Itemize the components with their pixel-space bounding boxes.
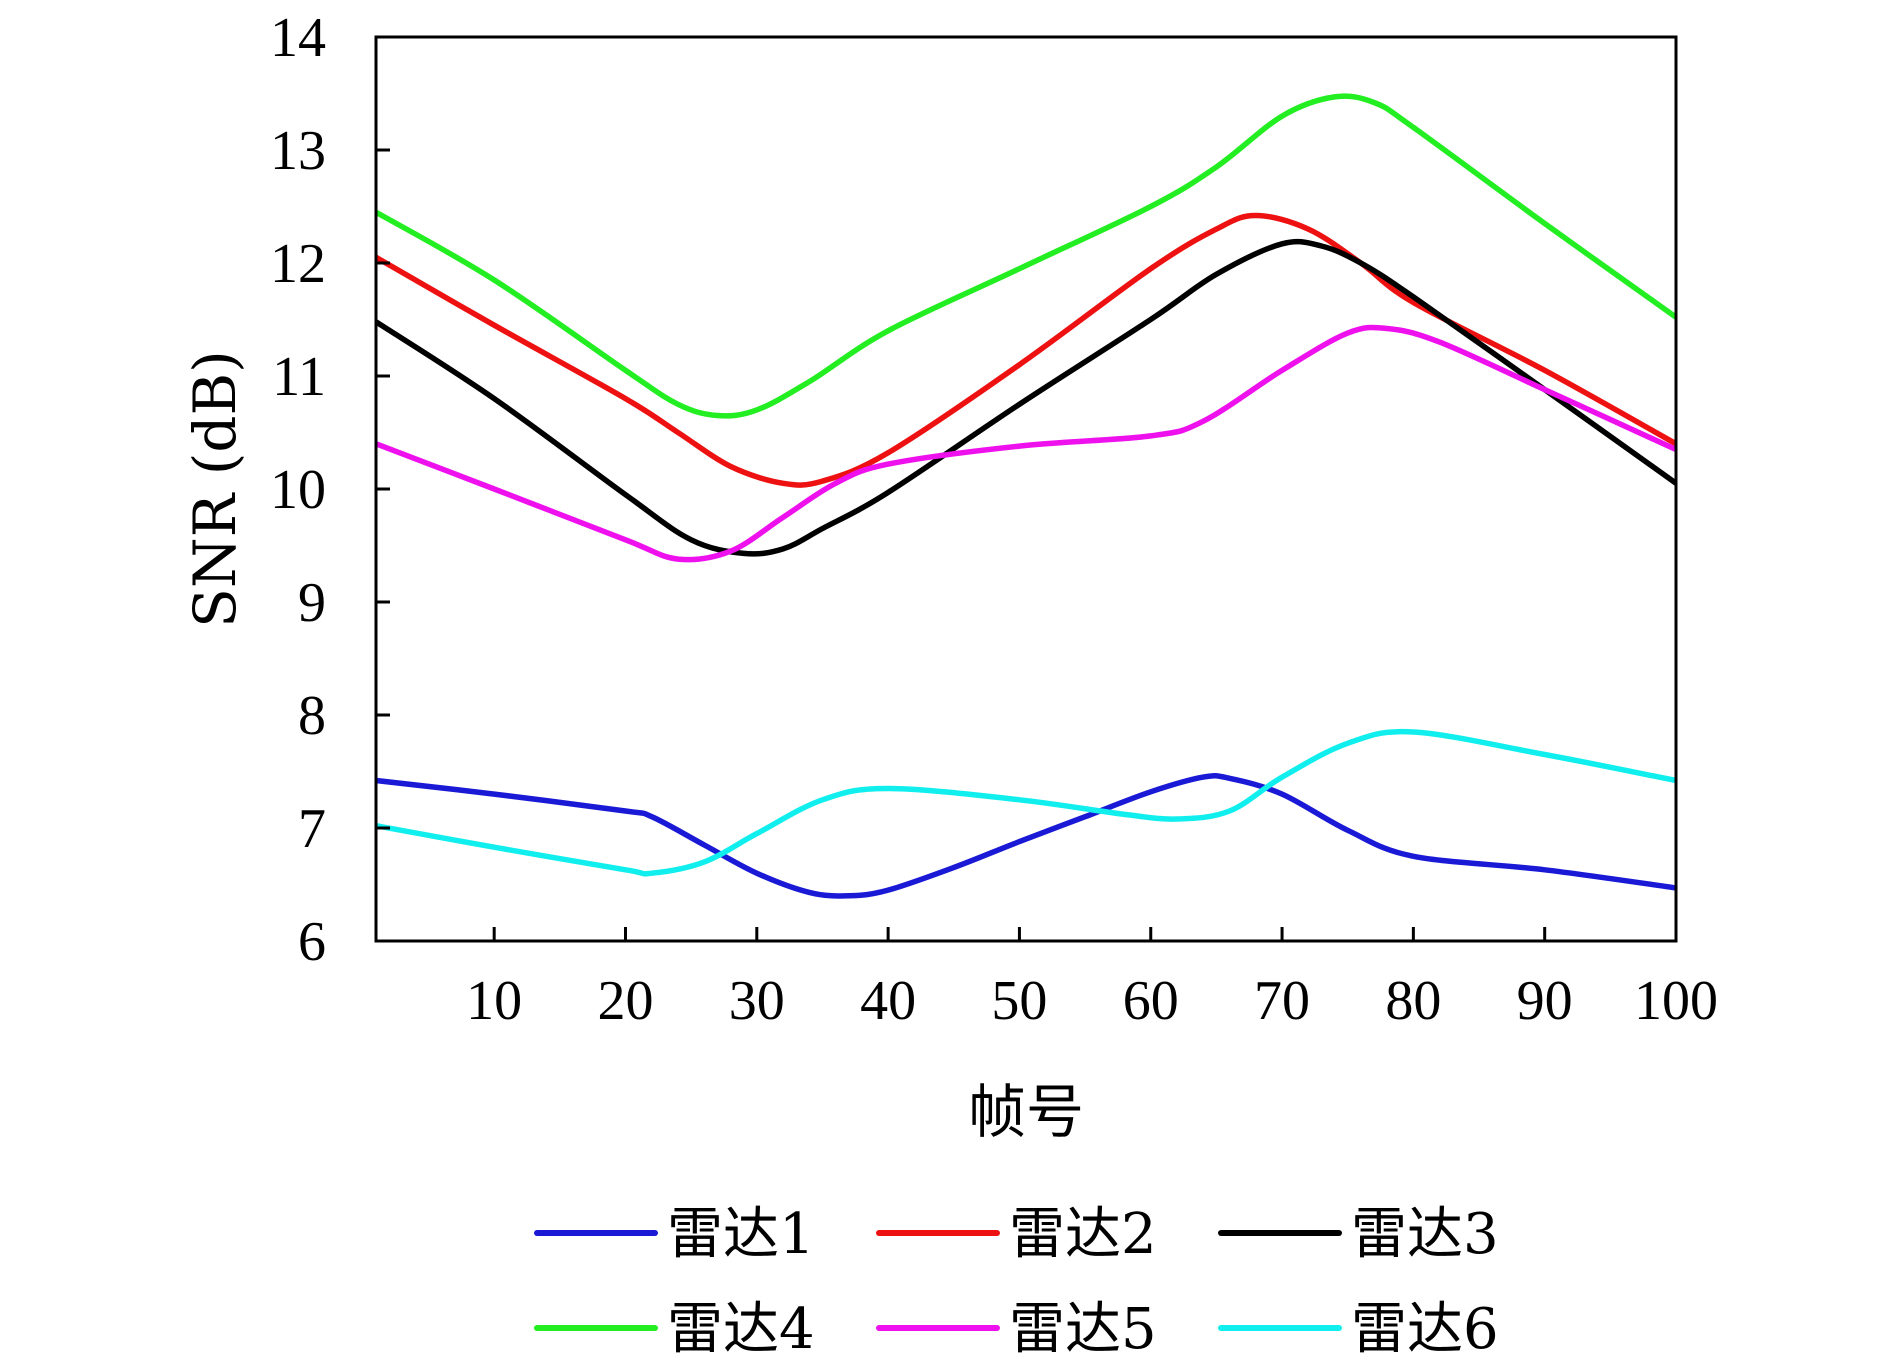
axis-tick-labels: 10 20 30 40 50 60 70 80 90 100 6 7 8 9 10 11 12 13 14 bbox=[270, 7, 1718, 1032]
legend-item-6: 雷达6 bbox=[1218, 1297, 1499, 1362]
y-tick-label: 9 bbox=[298, 572, 326, 634]
x-axis-title: 帧号 bbox=[968, 1078, 1084, 1146]
series-line-1 bbox=[376, 773, 1676, 899]
legend-label: 雷达1 bbox=[667, 1202, 815, 1267]
y-tick-label: 14 bbox=[270, 7, 326, 69]
x-tick-label: 40 bbox=[860, 970, 916, 1032]
legend-item-3: 雷达3 bbox=[1218, 1202, 1499, 1267]
x-tick-label: 90 bbox=[1517, 970, 1573, 1032]
x-tick-label: 100 bbox=[1634, 970, 1718, 1032]
y-tick-label: 7 bbox=[298, 798, 326, 860]
x-tick-label: 60 bbox=[1123, 970, 1179, 1032]
x-tick-label: 10 bbox=[466, 970, 522, 1032]
y-axis-title: SNR (dB) bbox=[181, 350, 249, 628]
series-line-4 bbox=[376, 93, 1676, 419]
x-tick-label: 30 bbox=[729, 970, 785, 1032]
legend-label: 雷达4 bbox=[667, 1297, 815, 1362]
y-tick-label: 11 bbox=[272, 346, 326, 408]
legend: 雷达1 雷达2 雷达3 雷达4 雷达5 雷达6 bbox=[534, 1202, 1499, 1362]
x-tick-label: 70 bbox=[1254, 970, 1310, 1032]
y-tick-label: 10 bbox=[270, 459, 326, 521]
axis-ticks bbox=[376, 148, 1678, 941]
series-line-3 bbox=[376, 238, 1676, 557]
y-tick-label: 13 bbox=[270, 120, 326, 182]
legend-item-2: 雷达2 bbox=[876, 1202, 1157, 1267]
series-line-6 bbox=[376, 728, 1676, 877]
series-layer bbox=[376, 93, 1676, 899]
series-line-2 bbox=[376, 212, 1676, 488]
legend-item-1: 雷达1 bbox=[534, 1202, 815, 1267]
legend-label: 雷达3 bbox=[1351, 1202, 1499, 1267]
series-line-5 bbox=[376, 324, 1676, 563]
legend-item-5: 雷达5 bbox=[876, 1297, 1157, 1362]
legend-label: 雷达2 bbox=[1009, 1202, 1157, 1267]
x-tick-label: 50 bbox=[991, 970, 1047, 1032]
legend-item-4: 雷达4 bbox=[534, 1297, 815, 1362]
legend-label: 雷达5 bbox=[1009, 1297, 1157, 1362]
y-tick-label: 8 bbox=[298, 685, 326, 747]
y-tick-label: 12 bbox=[270, 233, 326, 295]
y-tick-label: 6 bbox=[298, 911, 326, 973]
x-tick-label: 20 bbox=[597, 970, 653, 1032]
legend-label: 雷达6 bbox=[1351, 1297, 1499, 1362]
x-tick-label: 80 bbox=[1385, 970, 1441, 1032]
